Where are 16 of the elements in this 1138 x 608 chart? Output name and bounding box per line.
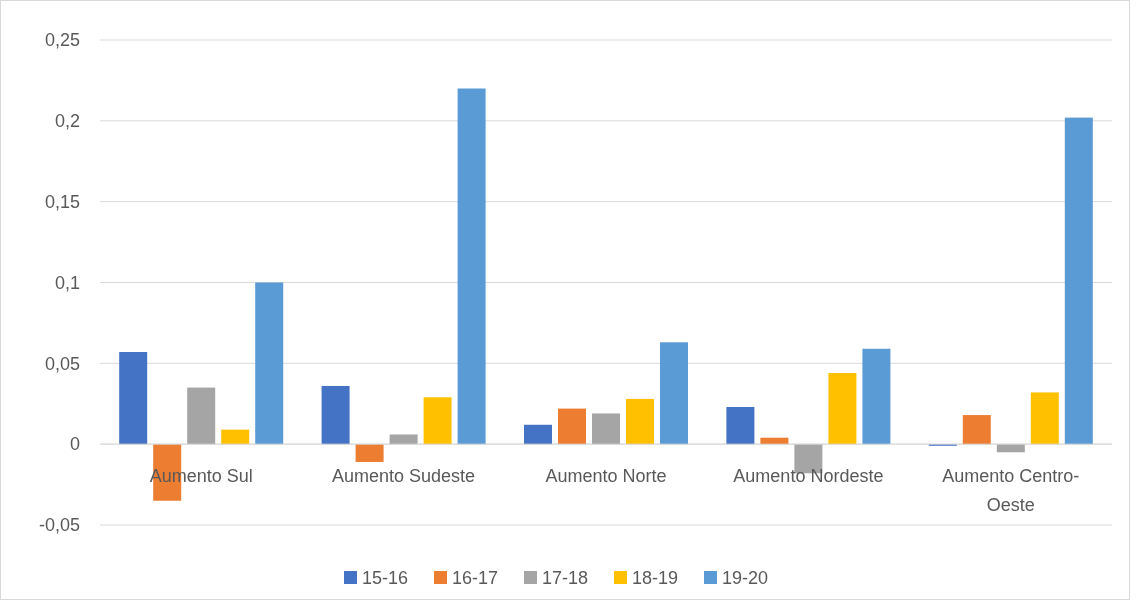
x-tick-label: Aumento Centro-Oeste — [942, 466, 1080, 516]
legend-label: 16-17 — [452, 568, 499, 589]
x-tick-label: Aumento Nordeste — [733, 466, 884, 487]
y-tick-label: 0,1 — [54, 272, 80, 293]
legend-label: 17-18 — [542, 568, 589, 589]
legend-label: 19-20 — [722, 568, 769, 589]
y-tick-label: -0,05 — [38, 515, 80, 536]
x-tick-label: Aumento Sudeste — [332, 466, 476, 487]
y-tick-label: 0,2 — [54, 111, 80, 132]
y-tick-label: 0,15 — [44, 191, 80, 212]
y-tick-label: 0,05 — [44, 353, 80, 374]
y-tick-label: 0 — [69, 434, 80, 455]
legend-label: 15-16 — [362, 568, 409, 589]
legend-label: 18-19 — [632, 568, 679, 589]
y-tick-label: 0,25 — [44, 30, 80, 51]
x-tick-label: Aumento Norte — [545, 466, 667, 487]
